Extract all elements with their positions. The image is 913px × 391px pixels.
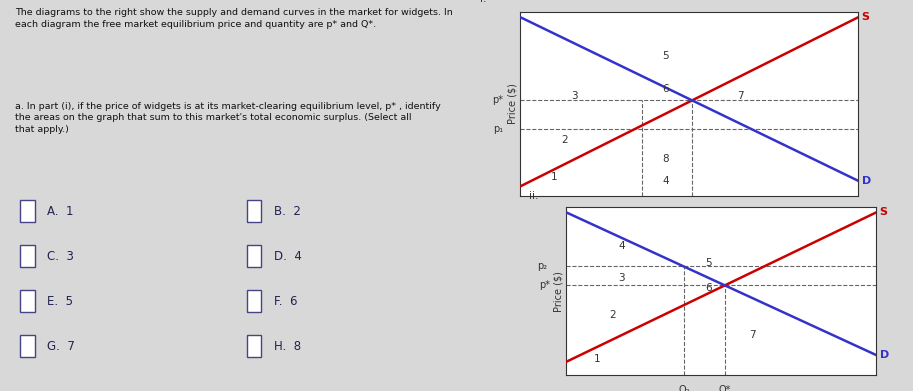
- Text: 5: 5: [706, 258, 712, 268]
- Text: p*: p*: [540, 280, 551, 291]
- Text: Q₂: Q₂: [678, 386, 689, 391]
- Text: G.  7: G. 7: [47, 339, 75, 353]
- Text: S: S: [879, 207, 887, 217]
- FancyBboxPatch shape: [20, 290, 35, 312]
- Text: Q₁: Q₁: [636, 206, 647, 217]
- Text: H.  8: H. 8: [274, 339, 300, 353]
- Text: A.  1: A. 1: [47, 204, 73, 218]
- Text: i.: i.: [480, 0, 487, 4]
- FancyBboxPatch shape: [20, 246, 35, 267]
- Text: S: S: [862, 12, 869, 22]
- Text: p*: p*: [492, 95, 503, 106]
- Text: Q*: Q*: [719, 386, 731, 391]
- Text: Quantity: Quantity: [668, 221, 710, 231]
- FancyBboxPatch shape: [247, 200, 261, 222]
- FancyBboxPatch shape: [20, 200, 35, 222]
- Text: ii.: ii.: [529, 190, 538, 201]
- Text: 7: 7: [737, 91, 743, 101]
- Text: 6: 6: [662, 84, 669, 94]
- FancyBboxPatch shape: [20, 335, 35, 357]
- Text: C.  3: C. 3: [47, 249, 74, 263]
- Text: p₂: p₂: [538, 261, 548, 271]
- Text: p₁: p₁: [493, 124, 503, 135]
- Text: 8: 8: [662, 154, 669, 164]
- Text: B.  2: B. 2: [274, 204, 300, 218]
- Y-axis label: Price ($): Price ($): [553, 271, 563, 312]
- Text: The diagrams to the right show the supply and demand curves in the market for wi: The diagrams to the right show the suppl…: [15, 8, 453, 29]
- Text: 2: 2: [609, 310, 616, 320]
- FancyBboxPatch shape: [247, 290, 261, 312]
- Text: 7: 7: [749, 330, 756, 340]
- Text: 1: 1: [593, 353, 601, 364]
- Text: F.  6: F. 6: [274, 294, 297, 308]
- Text: E.  5: E. 5: [47, 294, 73, 308]
- FancyBboxPatch shape: [247, 335, 261, 357]
- Y-axis label: Price ($): Price ($): [508, 83, 518, 124]
- Text: a. In part (i), if the price of widgets is at its market-clearing equilibrium le: a. In part (i), if the price of widgets …: [15, 102, 441, 134]
- Text: 1: 1: [551, 172, 558, 182]
- Text: 3: 3: [619, 273, 625, 283]
- Text: Q*: Q*: [686, 206, 698, 217]
- Text: 2: 2: [561, 135, 568, 145]
- Text: D: D: [862, 176, 871, 186]
- Text: D.  4: D. 4: [274, 249, 301, 263]
- Text: 3: 3: [572, 91, 578, 101]
- FancyBboxPatch shape: [247, 246, 261, 267]
- Text: 4: 4: [619, 241, 625, 251]
- Text: D: D: [879, 350, 889, 360]
- Text: 6: 6: [706, 283, 712, 293]
- Text: 4: 4: [662, 176, 669, 186]
- Text: 5: 5: [662, 51, 669, 61]
